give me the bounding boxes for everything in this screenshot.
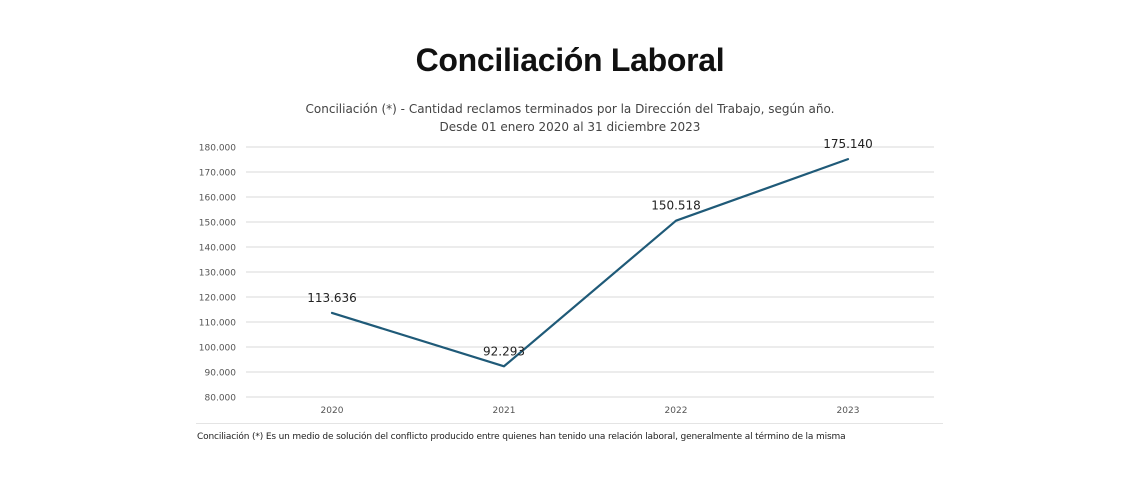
y-tick-label: 110.000 <box>199 319 236 329</box>
y-tick-label: 130.000 <box>199 269 236 279</box>
data-label: 150.518 <box>651 199 701 213</box>
footnote-separator <box>196 423 943 424</box>
data-label: 175.140 <box>823 137 873 151</box>
y-tick-label: 120.000 <box>199 294 236 304</box>
y-axis-ticks: 80.000 90.000 100.000 110.000 120.000 130.000… <box>199 144 236 404</box>
y-tick-label: 160.000 <box>199 194 236 204</box>
y-tick-label: 80.000 <box>205 394 237 404</box>
x-tick-label: 2020 <box>321 406 344 416</box>
chart-title: Conciliación (*) - Cantidad reclamos ter… <box>306 102 835 116</box>
y-tick-label: 90.000 <box>205 369 237 379</box>
data-labels: 113.636 92.293 150.518 175.140 <box>307 137 873 358</box>
y-tick-label: 170.000 <box>199 169 236 179</box>
y-tick-label: 140.000 <box>199 244 236 254</box>
y-tick-label: 150.000 <box>199 219 236 229</box>
gridlines <box>246 146 934 398</box>
x-tick-label: 2023 <box>837 406 860 416</box>
data-label: 113.636 <box>307 291 357 305</box>
page-title: Conciliación Laboral <box>415 42 725 78</box>
data-label: 92.293 <box>483 344 525 358</box>
footnote: Conciliación (*) Es un medio de solución… <box>197 432 846 442</box>
series-line-layer <box>330 158 850 368</box>
x-tick-label: 2021 <box>493 406 516 416</box>
y-tick-label: 180.000 <box>199 144 236 154</box>
x-axis-ticks: 2020 2021 2022 2023 <box>321 406 860 416</box>
x-tick-label: 2022 <box>665 406 688 416</box>
chart-subtitle: Desde 01 enero 2020 al 31 diciembre 2023 <box>440 120 701 134</box>
y-tick-label: 100.000 <box>199 344 236 354</box>
series-line <box>330 158 850 368</box>
